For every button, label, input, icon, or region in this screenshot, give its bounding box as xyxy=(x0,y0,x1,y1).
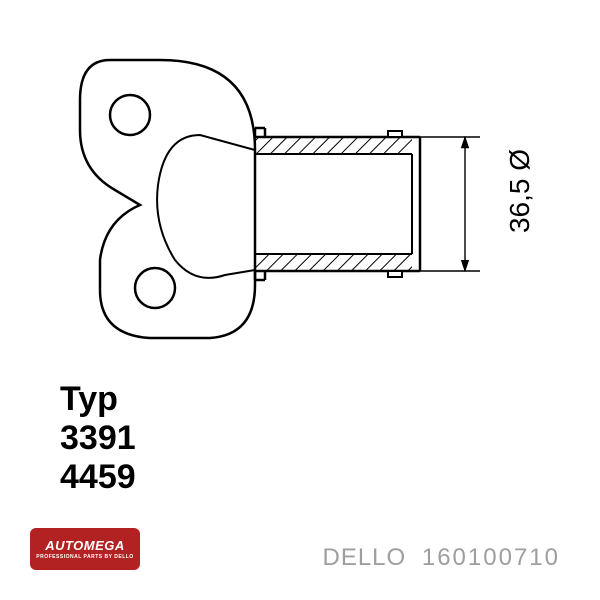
type-block: Typ 3391 4459 xyxy=(60,380,136,497)
badge-brand-part2: MEGA xyxy=(84,538,125,553)
figure-container: 36,5 Ø Typ 3391 4459 AUTOMEGA PROFESSION… xyxy=(0,0,600,600)
typ-heading: Typ xyxy=(60,380,136,419)
footer-part-number: 160100710 xyxy=(422,544,560,571)
badge-brand-part1: AUTO xyxy=(45,538,84,553)
badge-brand: AUTOMEGA xyxy=(45,538,125,553)
footer-brand: DELLO xyxy=(322,544,406,571)
part-technical-drawing xyxy=(50,20,570,390)
diameter-symbol: Ø xyxy=(504,149,535,171)
footer-line: DELLO 160100710 xyxy=(322,544,560,572)
badge-subtitle: PROFESSIONAL PARTS BY DELLO xyxy=(36,554,133,560)
dimension-label: 36,5 Ø xyxy=(504,149,536,233)
typ-number-2: 4459 xyxy=(60,458,136,497)
automega-badge: AUTOMEGA PROFESSIONAL PARTS BY DELLO xyxy=(30,528,140,570)
dimension-value: 36,5 xyxy=(504,179,535,234)
typ-number-1: 3391 xyxy=(60,419,136,458)
